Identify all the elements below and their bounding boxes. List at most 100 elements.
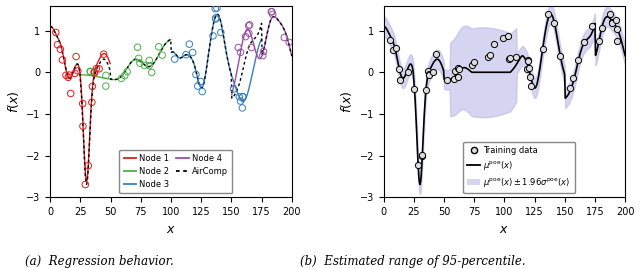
Point: [188, 50, 198, 55]
Point: [52, 43, 63, 47]
Point: [394, 67, 404, 71]
Point: [116, 76, 127, 81]
Point: [135, 61, 145, 65]
Point: [594, 39, 604, 43]
Point: [597, 25, 607, 30]
Point: [258, 54, 268, 58]
Point: [391, 46, 401, 51]
Point: [89, 70, 99, 74]
Point: [236, 50, 246, 54]
Point: [170, 57, 180, 61]
Text: (a)  Regression behavior.: (a) Regression behavior.: [25, 255, 173, 268]
X-axis label: $x$: $x$: [499, 223, 509, 236]
Point: [268, 12, 278, 17]
Point: [409, 86, 419, 91]
Point: [523, 59, 533, 64]
Legend: Node 1, Node 2, Node 3, Node 4, AirComp: Node 1, Node 2, Node 3, Node 4, AirComp: [120, 150, 232, 193]
Point: [543, 12, 554, 16]
Point: [100, 73, 111, 77]
Point: [505, 56, 515, 60]
Point: [140, 63, 150, 68]
Legend: Training data, $\mu^{\rm poe}(x)$, $\mu^{\rm poe}(x)\pm 1.96\sigma^{\rm poe}(x)$: Training data, $\mu^{\rm poe}(x)$, $\mu^…: [463, 142, 575, 193]
Point: [587, 24, 597, 28]
Point: [431, 52, 441, 57]
Point: [452, 75, 463, 79]
Point: [424, 72, 434, 76]
Point: [193, 84, 203, 88]
Point: [522, 66, 532, 71]
Point: [122, 69, 132, 74]
Point: [233, 45, 243, 50]
Point: [99, 52, 109, 56]
Point: [607, 20, 617, 24]
Point: [120, 73, 130, 78]
Point: [132, 45, 143, 49]
Point: [511, 55, 521, 59]
Point: [144, 64, 154, 68]
Point: [157, 53, 167, 57]
Point: [396, 78, 406, 82]
Point: [279, 35, 289, 40]
Point: [526, 84, 536, 88]
Point: [568, 76, 578, 80]
Point: [417, 154, 428, 158]
Point: [237, 106, 248, 110]
Point: [144, 58, 154, 62]
Point: [267, 10, 277, 14]
Point: [417, 152, 428, 157]
Point: [428, 70, 438, 74]
Point: [469, 60, 479, 64]
Point: [413, 163, 423, 168]
Point: [442, 78, 452, 83]
Point: [498, 36, 508, 40]
Point: [549, 21, 559, 25]
Point: [90, 71, 100, 75]
Point: [94, 67, 104, 71]
Point: [502, 34, 513, 38]
Point: [524, 66, 534, 70]
Point: [92, 66, 102, 71]
Point: [607, 21, 618, 25]
Point: [284, 40, 294, 44]
Point: [241, 35, 251, 39]
X-axis label: $x$: $x$: [166, 223, 176, 236]
Point: [483, 55, 493, 59]
Point: [71, 54, 81, 59]
Point: [55, 47, 65, 51]
Point: [100, 84, 111, 88]
Point: [266, 10, 276, 14]
Point: [197, 90, 207, 94]
Point: [604, 12, 614, 17]
Point: [208, 34, 218, 38]
Point: [78, 124, 88, 128]
Point: [489, 42, 499, 46]
Point: [80, 183, 90, 187]
Point: [403, 70, 413, 74]
Point: [195, 79, 205, 84]
Point: [237, 95, 248, 99]
Point: [259, 49, 269, 54]
Point: [87, 84, 97, 88]
Point: [191, 72, 201, 77]
Point: [86, 100, 97, 105]
Point: [85, 70, 95, 74]
Point: [154, 45, 164, 49]
Y-axis label: $f(x)$: $f(x)$: [339, 90, 354, 113]
Point: [385, 38, 395, 42]
Point: [449, 68, 460, 73]
Point: [70, 71, 80, 76]
Point: [420, 87, 431, 92]
Point: [72, 69, 83, 73]
Point: [244, 31, 254, 35]
Point: [244, 23, 255, 27]
Point: [211, 17, 221, 21]
Point: [212, 6, 222, 10]
Point: [485, 52, 495, 57]
Point: [236, 99, 246, 103]
Point: [134, 56, 144, 61]
Point: [579, 40, 589, 44]
Point: [63, 75, 74, 79]
Point: [612, 39, 622, 43]
Point: [51, 30, 61, 35]
Point: [555, 53, 565, 58]
